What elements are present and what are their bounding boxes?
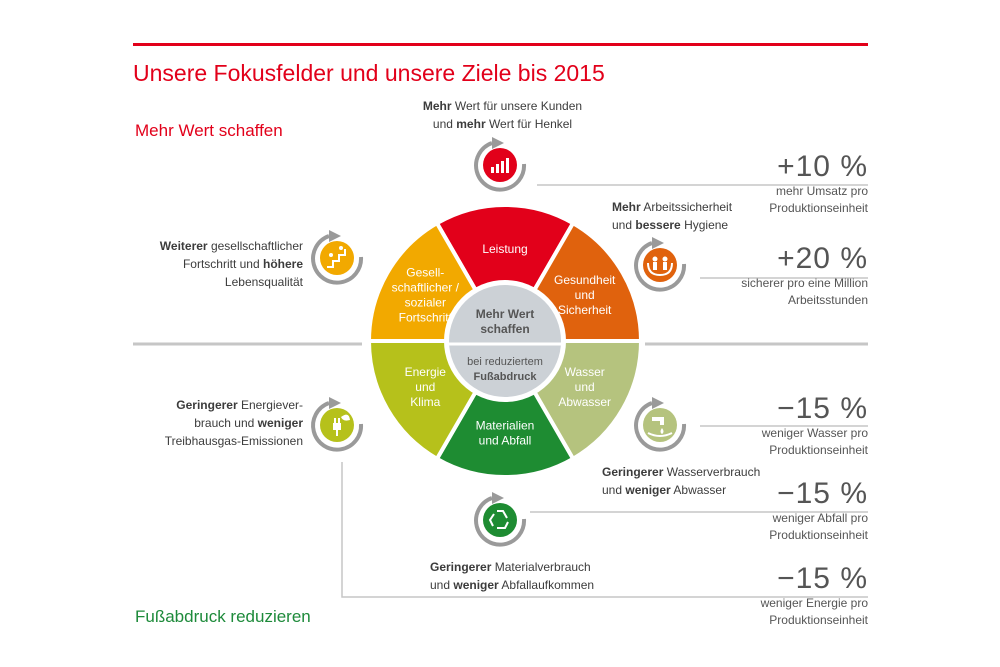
stat-label: Produktionseinheit — [769, 613, 868, 627]
stat-value: +10 % — [777, 150, 868, 183]
top-rule — [133, 43, 868, 46]
hub-bottom-line2: Fußabdruck — [474, 371, 538, 383]
recycle-icon — [474, 492, 527, 547]
hub-top-line2: schaffen — [480, 322, 529, 336]
stairs-people-icon — [311, 230, 364, 285]
section-label-mehr-wert: Mehr Wert schaffen — [135, 121, 283, 140]
stat-label: Produktionseinheit — [769, 443, 868, 457]
wheel-segment-label: Leistung — [482, 242, 527, 256]
stat-label: Produktionseinheit — [769, 201, 868, 215]
page-title: Unsere Fokusfelder und unsere Ziele bis … — [133, 60, 605, 86]
section-label-fussabdruck: Fußabdruck reduzieren — [135, 607, 311, 626]
stat-label: mehr Umsatz pro — [775, 184, 868, 198]
wheel-segment — [434, 336, 576, 479]
stat-label: weniger Wasser pro — [761, 426, 868, 440]
wheel-segment-label: Energie und Klima — [405, 365, 447, 409]
bar-chart-icon — [474, 137, 527, 192]
stat-label: Arbeitsstunden — [787, 293, 868, 307]
desc-kunden: Mehr Wert für unsere Kunden und mehr Wer… — [422, 99, 583, 131]
hands-people-icon — [634, 237, 687, 292]
desc-arbeit: Mehr Arbeitssicherheit und bessere Hygie… — [612, 200, 733, 232]
stat-umsatz: +10 % mehr Umsatz pro Produktionseinheit — [668, 151, 868, 217]
connector-lines — [133, 184, 868, 598]
stat-sicherheit: +20 % sicherer pro eine Million Arbeitss… — [668, 243, 868, 309]
wheel-segment — [434, 203, 576, 346]
stat-value: −15 % — [777, 392, 868, 425]
stat-label: Produktionseinheit — [769, 528, 868, 542]
stat-value: −15 % — [777, 477, 868, 510]
desc-energie: Geringerer Energiever- brauch und wenige… — [164, 398, 303, 448]
stat-abfall: −15 % weniger Abfall pro Produktionseinh… — [668, 478, 868, 544]
water-tap-icon — [634, 397, 687, 452]
wheel-segment-label: Gesundheit und Sicherheit — [554, 273, 616, 317]
stat-label: sicherer pro eine Million — [741, 276, 868, 290]
wheel-segment-label: Materialien und Abfall — [476, 419, 535, 448]
stat-label: weniger Abfall pro — [772, 511, 868, 525]
plug-leaf-icon — [311, 397, 364, 452]
wheel-segment-label: Wasser und Abwasser — [558, 365, 611, 409]
wheel-hub — [449, 285, 561, 397]
stat-label: weniger Energie pro — [760, 596, 868, 610]
hub-bottom-line1: bei reduziertem — [467, 356, 543, 368]
stat-value: +20 % — [777, 242, 868, 275]
desc-material: Geringerer Materialverbrauch und weniger… — [430, 560, 595, 592]
stat-value: −15 % — [777, 562, 868, 595]
wheel-segment-label: Gesell-schaftlicher / sozialer Fortschritt — [392, 266, 460, 325]
connector-energie — [341, 462, 868, 598]
hub-top-line1: Mehr Wert — [476, 307, 534, 321]
desc-gesell: Weiterer gesellschaftlicher Fortschritt … — [159, 239, 303, 289]
stat-wasser: −15 % weniger Wasser pro Produktionseinh… — [668, 393, 868, 459]
desc-wasser: Geringerer Wasserverbrauch und weniger A… — [602, 465, 761, 497]
stat-energie: −15 % weniger Energie pro Produktionsein… — [668, 563, 868, 629]
